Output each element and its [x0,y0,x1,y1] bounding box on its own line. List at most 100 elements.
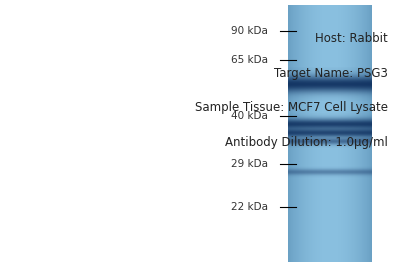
Bar [288,90,372,91]
Bar [310,5,311,262]
Bar [288,147,372,148]
Bar [288,146,372,147]
Bar [288,125,372,126]
Bar [331,5,332,262]
Bar [359,5,360,262]
Bar [288,123,372,124]
Text: 22 kDa: 22 kDa [231,202,268,212]
Bar [288,175,372,176]
Bar [298,5,299,262]
Bar [335,5,336,262]
Bar [340,5,341,262]
Bar [289,5,290,262]
Bar [288,125,372,126]
Text: Antibody Dilution: 1.0μg/ml: Antibody Dilution: 1.0μg/ml [225,136,388,149]
Bar [292,5,293,262]
Bar [369,5,370,262]
Bar [288,86,372,87]
Bar [288,71,372,72]
Bar [288,177,372,178]
Bar [344,5,345,262]
Bar [288,70,372,71]
Bar [297,5,298,262]
Bar [288,174,372,175]
Bar [333,5,334,262]
Bar [332,5,333,262]
Bar [315,5,316,262]
Bar [356,5,357,262]
Bar [325,5,326,262]
Bar [348,5,349,262]
Bar [288,140,372,141]
Bar [288,98,372,99]
Bar [305,5,306,262]
Bar [288,128,372,129]
Bar [288,133,372,134]
Bar [288,80,372,81]
Bar [288,131,372,132]
Bar [309,5,310,262]
Bar [288,136,372,137]
Bar [288,122,372,123]
Text: Target Name: PSG3: Target Name: PSG3 [274,67,388,80]
Bar [288,129,372,130]
Bar [288,68,372,69]
Bar [288,169,372,170]
Bar [288,142,372,143]
Bar [300,5,301,262]
Bar [288,93,372,94]
Bar [290,5,291,262]
Bar [367,5,368,262]
Bar [288,88,372,89]
Bar [288,91,372,92]
Bar [318,5,319,262]
Bar [355,5,356,262]
Bar [328,5,329,262]
Bar [288,79,372,80]
Bar [316,5,317,262]
Bar [288,170,372,171]
Bar [288,135,372,136]
Bar [361,5,362,262]
Bar [313,5,314,262]
Bar [288,132,372,133]
Bar [288,131,372,132]
Bar [288,124,372,125]
Bar [349,5,350,262]
Bar [303,5,304,262]
Text: 65 kDa: 65 kDa [231,55,268,65]
Bar [288,137,372,138]
Bar [288,77,372,78]
Bar [327,5,328,262]
Bar [291,5,292,262]
Bar [288,121,372,122]
Bar [362,5,363,262]
Bar [288,114,372,115]
Bar [288,92,372,93]
Bar [288,83,372,84]
Bar [288,120,372,121]
Bar [288,74,372,75]
Bar [320,5,321,262]
Bar [288,127,372,128]
Bar [288,176,372,177]
Bar [336,5,337,262]
Bar [288,172,372,173]
Bar [346,5,347,262]
Bar [299,5,300,262]
Bar [324,5,325,262]
Bar [288,117,372,118]
Bar [301,5,302,262]
Text: 29 kDa: 29 kDa [231,159,268,169]
Bar [360,5,361,262]
Bar [288,82,372,83]
Bar [321,5,322,262]
Bar [351,5,352,262]
Bar [288,140,372,141]
Bar [312,5,313,262]
Bar [319,5,320,262]
Bar [323,5,324,262]
Bar [288,87,372,88]
Bar [296,5,297,262]
Bar [288,137,372,138]
